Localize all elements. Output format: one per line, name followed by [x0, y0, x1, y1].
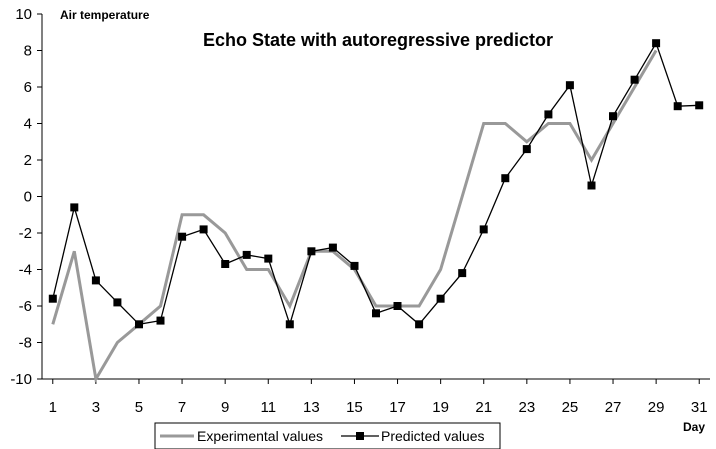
- data-point-predicted: [652, 39, 661, 48]
- legend-label-experimental: Experimental values: [197, 428, 323, 444]
- y-tick-label: 2: [24, 152, 32, 169]
- y-tick-label: -8: [19, 335, 32, 352]
- data-point-predicted: [328, 243, 337, 252]
- data-point-predicted: [673, 102, 682, 111]
- x-tick-label: 5: [135, 399, 143, 416]
- x-tick-label: 9: [221, 399, 229, 416]
- data-point-predicted: [609, 112, 617, 121]
- x-tick-label: 15: [346, 399, 363, 416]
- y-tick-label: 4: [24, 116, 32, 133]
- x-tick-label: 11: [260, 399, 276, 416]
- data-point-predicted: [695, 101, 704, 110]
- y-tick-labels: -10 -8 -6 -4 -2 0 2 4 6 8 10: [10, 6, 32, 388]
- data-point-predicted: [264, 254, 273, 263]
- x-tick-label: 3: [92, 399, 100, 416]
- x-tick-label: 7: [178, 399, 186, 416]
- x-tick-label: 27: [605, 399, 622, 416]
- data-point-predicted: [156, 316, 165, 325]
- y-tick-label: 10: [15, 6, 32, 23]
- x-tick-label: 19: [432, 399, 449, 416]
- data-point-predicted: [372, 309, 380, 318]
- axes: [37, 13, 710, 384]
- series-markers: [48, 39, 704, 329]
- data-point-predicted: [242, 250, 251, 259]
- y-tick-label: -4: [19, 262, 32, 279]
- data-point-predicted: [178, 232, 187, 241]
- x-axis-label: Day: [683, 420, 705, 434]
- y-tick-label: -6: [19, 298, 32, 315]
- data-point-predicted: [221, 260, 230, 268]
- data-point-predicted: [436, 294, 445, 303]
- y-axis-label: Air temperature: [60, 8, 150, 22]
- data-point-predicted: [479, 225, 488, 234]
- data-point-predicted: [393, 302, 402, 310]
- series-line-predicted: [52, 41, 700, 327]
- x-tick-label: 1: [49, 399, 57, 416]
- data-point-predicted: [70, 203, 79, 212]
- x-tick-label: 25: [562, 399, 579, 416]
- chart-title: Echo State with autoregressive predictor: [203, 30, 553, 50]
- data-point-predicted: [522, 145, 531, 154]
- data-point-predicted: [544, 110, 553, 119]
- series-line-experimental: [51, 49, 658, 384]
- data-point-predicted: [48, 294, 57, 303]
- data-point-predicted: [565, 81, 574, 90]
- legend-box: [154, 422, 501, 449]
- legend-marker-predicted: [356, 432, 364, 440]
- x-tick-label: 13: [303, 399, 320, 416]
- data-point-predicted: [113, 298, 122, 307]
- x-tick-label: 17: [389, 399, 406, 416]
- data-point-predicted: [350, 261, 359, 270]
- x-tick-label: 23: [518, 399, 535, 416]
- y-tick-label: -10: [10, 371, 32, 388]
- data-point-predicted: [135, 320, 143, 329]
- x-tick-label: 31: [691, 399, 708, 416]
- legend: Experimental values Predicted values: [154, 422, 501, 449]
- data-point-predicted: [91, 276, 100, 285]
- data-point-predicted: [458, 269, 467, 278]
- x-tick-label: 21: [475, 399, 492, 416]
- x-tick-labels: 1 3 5 7 9 11 13 15 17 19 21 23 25 27 29 31: [49, 399, 708, 416]
- y-tick-label: 8: [24, 43, 32, 60]
- data-point-predicted: [587, 181, 596, 190]
- x-tick-label: 29: [648, 399, 665, 416]
- legend-label-predicted: Predicted values: [381, 428, 485, 444]
- data-point-predicted: [285, 320, 294, 329]
- data-point-predicted: [415, 320, 424, 329]
- data-point-predicted: [307, 247, 316, 256]
- y-tick-label: 0: [24, 189, 32, 206]
- y-tick-label: -2: [19, 225, 32, 242]
- data-point-predicted: [199, 225, 208, 234]
- data-point-predicted: [630, 75, 639, 84]
- y-tick-label: 6: [24, 79, 32, 96]
- data-point-predicted: [501, 174, 510, 183]
- series-lines: [51, 41, 700, 384]
